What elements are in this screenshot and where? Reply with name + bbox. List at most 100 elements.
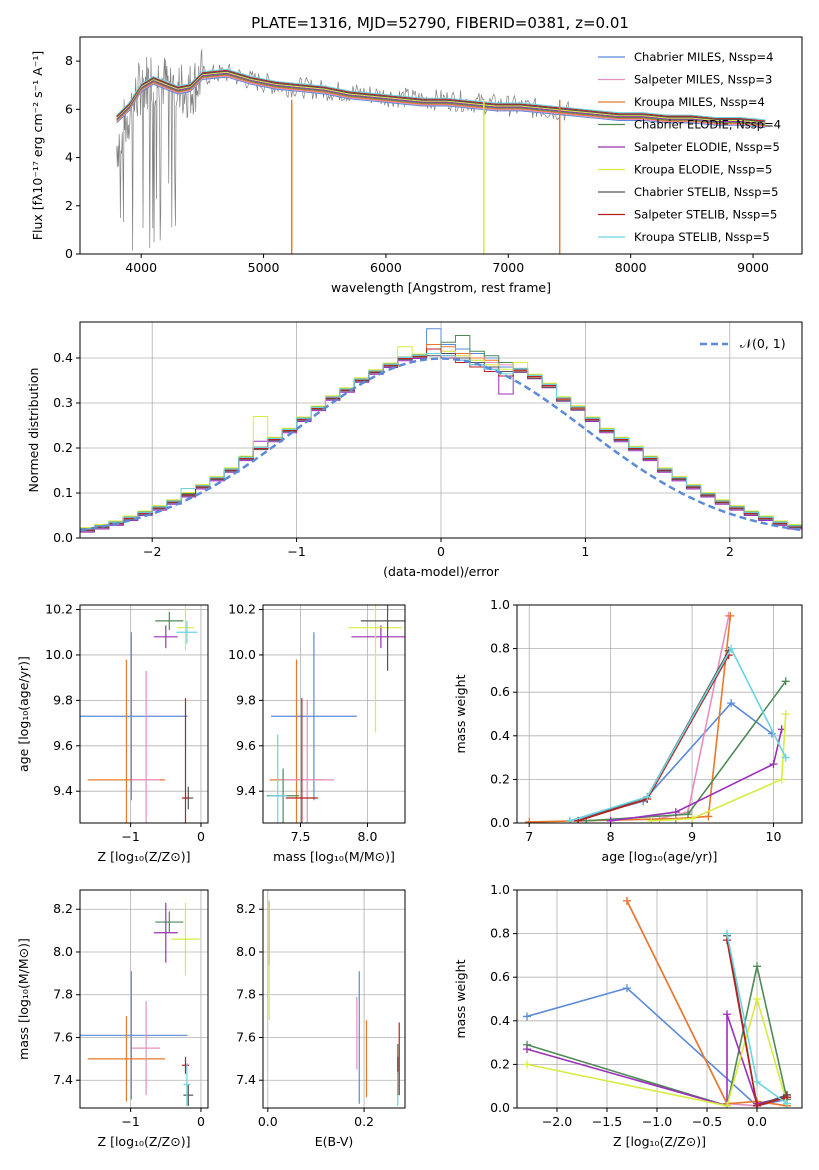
residual-histogram-marks [80,328,802,538]
x-tick-label: −2 [143,544,161,559]
mass-weight-marker [606,816,615,823]
mass-weight-marker [753,995,761,1003]
y-tick-label: 0.8 [490,926,510,941]
x-tick-label: 7 [525,829,533,844]
mass-weight-marker [726,611,735,620]
mass-weight-line [651,713,787,822]
y-tick-label: 7.4 [53,1072,73,1087]
x-tick-label: 0.0 [747,1114,767,1129]
axes-frame [79,604,209,824]
y-tick-label: 10.0 [45,647,73,662]
x-tick-label: −1 [121,1114,139,1129]
mass-weight-marker [684,810,692,819]
x-axis-label: Z [log₁₀(Z/Z⊙)] [98,1134,191,1149]
x-tick-label: 7000 [492,260,524,275]
y-tick-label: 9.6 [53,738,73,753]
y-tick-label: 0.1 [53,485,73,500]
legend-label: Kroupa MILES, Nssp=4 [634,95,765,109]
normal-reference-curve [80,357,802,532]
legend-label: 𝒩(0, 1) [740,336,786,351]
mass-weight-marker [753,1101,761,1108]
error-bar [155,911,184,933]
error-bar [348,605,403,733]
residual-histogram-panel: 𝒩(0, 1) −2 −1 0 1 2 0.0 0.1 0.2 0.3 0.4 (data-model… [26,321,803,579]
age-vs-Z-panel: −1 0 9.4 9.6 9.8 10.0 10.2 Z [log₁₀(Z/Z⊙)] age [… [16,602,209,864]
x-axis-label: age [log₁₀(age/yr)] [602,849,718,864]
mass-weight-marker [647,816,656,823]
x-tick-label: −2.0 [542,1114,572,1129]
y-tick-label: 7.8 [236,987,256,1002]
mass-weight-marker [727,644,736,653]
mass-weight-marker [723,1010,731,1019]
x-axis-label: E(B-V) [315,1134,354,1149]
x-tick-label: −1 [121,829,139,844]
x-tick-label: −0.5 [692,1114,722,1129]
y-tick-label: 8.2 [236,901,256,916]
y-tick-label: 0.0 [490,815,510,830]
legend-label: Chabrier STELIB, Nssp=5 [634,185,778,199]
mass-weight-marker [781,710,790,718]
mass-weight-vs-Z-panel: −2.0 −1.5 −1.0 −0.5 0.0 0.0 0.2 0.4 0.6 0.8 1.0 Z [… [453,882,803,1149]
x-tick-label: −1 [287,544,305,559]
x-axis-label: (data-model)/error [383,564,500,579]
mass-vs-Z-marks [80,902,200,1106]
error-bar [285,698,318,823]
x-tick-label: 0.2 [354,1114,374,1129]
mass-weight-line [526,966,788,1107]
x-axis-label: Z [log₁₀(Z/Z⊙)] [613,1134,706,1149]
error-bar [183,1063,191,1106]
error-bar [80,971,188,1100]
x-tick-label: 9000 [737,260,769,275]
x-tick-label: 1 [581,544,589,559]
y-tick-label: 7.6 [236,1029,256,1044]
mass-weight-marker [523,1045,531,1054]
mass-weight-marker [769,760,778,769]
y-tick-label: 0.2 [490,1056,510,1071]
error-bar [132,670,161,823]
mass-weight-marker [643,792,652,801]
histogram-legend: 𝒩(0, 1) [700,336,786,351]
age-vs-Z-marks [80,605,198,823]
y-tick-label: 0.4 [490,1013,510,1028]
y-axis-label: age [log₁₀(age/yr)] [16,656,31,772]
error-bar [351,625,405,649]
error-bar [271,632,357,801]
axes-frame [262,889,406,1109]
mass-weight-vs-age-panel: 7 8 9 10 0.0 0.2 0.4 0.6 0.8 1.0 age [log₁₀(age/yr… [453,597,803,864]
y-tick-label: 0.0 [490,1100,510,1115]
y-tick-label: 10.2 [228,602,256,617]
error-bar [280,700,334,823]
y-tick-label: 8.0 [53,944,73,959]
x-tick-label: −1.0 [642,1114,672,1129]
x-tick-label: 0 [197,829,205,844]
mass-weight-marker [783,1099,791,1108]
error-bar [155,611,184,630]
y-tick-label: 7.4 [236,1072,256,1087]
histogram-step [80,353,802,538]
error-bar [132,1001,161,1096]
spectrum-model-line [116,70,766,123]
y-tick-label: 8.2 [53,901,73,916]
y-tick-label: 9.4 [236,783,256,798]
axes-frame [516,604,803,824]
y-tick-label: 10.0 [228,647,256,662]
x-tick-label: 0 [437,544,445,559]
error-bar [153,902,178,963]
y-tick-label: 9.4 [53,783,73,798]
age-vs-mass-marks [267,605,405,823]
error-bar [183,1084,194,1106]
error-bar [181,698,190,823]
y-tick-label: 0.6 [490,684,510,699]
mass-weight-marker [688,814,697,823]
y-tick-label: 0.4 [490,728,510,743]
x-tick-label: 0 [197,1114,205,1129]
y-tick-label: 9.6 [236,738,256,753]
mass-vs-ebv-panel: 0.0 0.2 7.4 7.6 7.8 8.0 8.2 E(B-V) [236,889,406,1149]
mass-weight-line [569,646,787,822]
y-tick-label: 8.0 [236,944,256,959]
legend-label: Chabrier ELODIE, Nssp=4 [634,118,781,132]
y-tick-label: 2 [65,198,73,213]
x-tick-label: 10 [766,829,782,844]
y-tick-label: 9.8 [53,692,73,707]
